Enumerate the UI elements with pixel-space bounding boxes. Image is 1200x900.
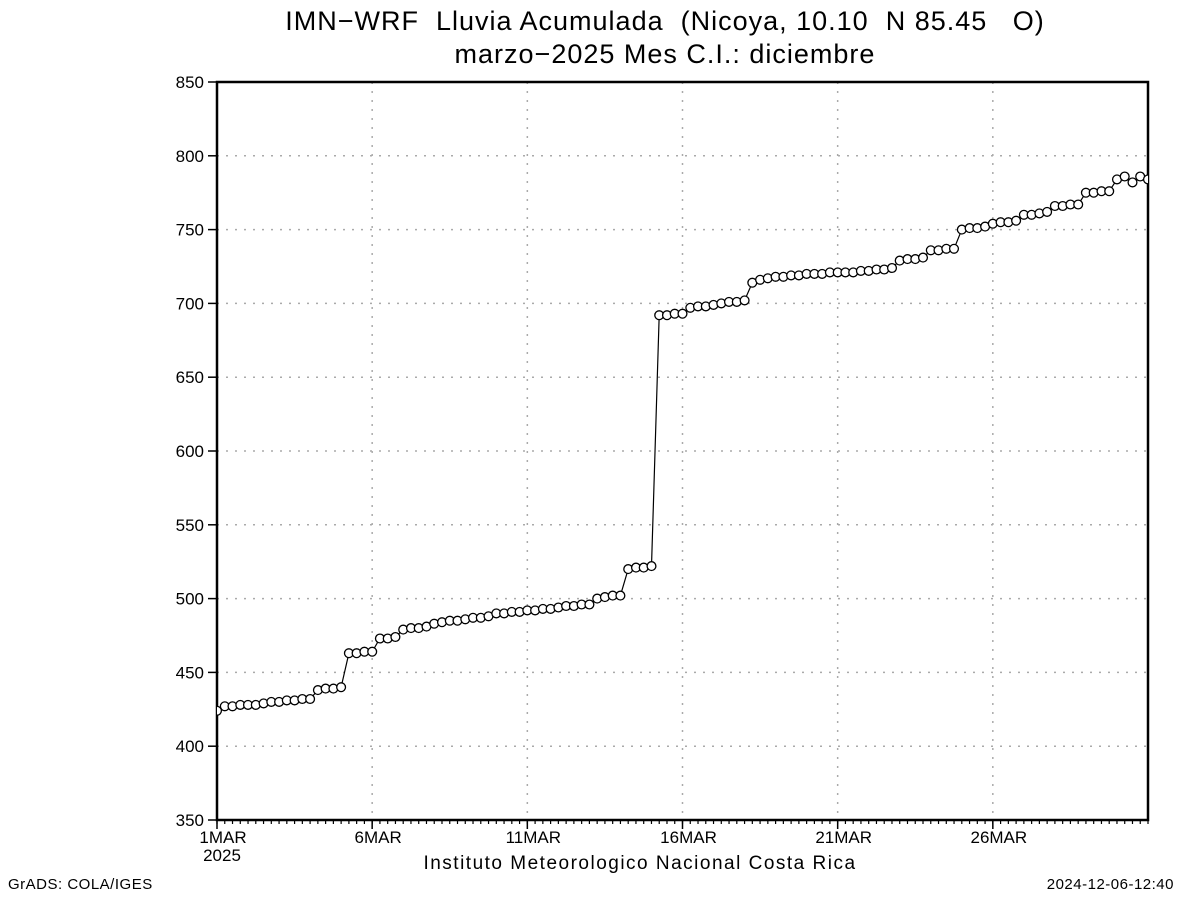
x-tick-label: 1MAR xyxy=(199,828,246,847)
series-marker xyxy=(305,693,316,705)
series-marker xyxy=(336,682,347,693)
rain-accumulation-series xyxy=(217,171,1148,716)
grads-credit: GrADS: COLA/IGES xyxy=(8,876,153,893)
chart-caption: Instituto Meteorologico Nacional Costa R… xyxy=(423,853,857,874)
series-marker xyxy=(367,646,378,657)
y-tick-label: 650 xyxy=(176,368,204,387)
x-tick-label: 11MAR xyxy=(506,828,561,847)
y-tick-label: 800 xyxy=(176,147,204,166)
y-tick-label: 750 xyxy=(176,221,204,240)
series-marker xyxy=(646,561,657,572)
y-tick-label: 450 xyxy=(176,663,204,682)
axis-labels: 350 400 450 500 550 600 650 700 750 800 850 1MAR 6MA… xyxy=(176,73,1028,865)
x-tick-label: 16MAR xyxy=(660,828,717,847)
gridlines xyxy=(217,82,1148,820)
series-marker xyxy=(217,705,223,716)
y-tick-label: 500 xyxy=(176,590,204,609)
chart-subtitle: marzo−2025 Mes C.I.: diciembre xyxy=(454,39,876,69)
x-tick-label: 6MAR xyxy=(355,828,402,847)
series-marker xyxy=(1073,199,1084,210)
series-marker xyxy=(615,590,626,601)
series-marker xyxy=(1119,171,1130,182)
y-tick-label: 350 xyxy=(176,811,204,830)
y-tick-label: 400 xyxy=(176,737,204,756)
series-marker xyxy=(917,252,929,263)
series-marker xyxy=(1142,174,1148,185)
axis-ticks xyxy=(208,81,1149,829)
y-tick-label: 550 xyxy=(176,516,204,535)
series-marker xyxy=(390,631,401,643)
x-tick-label: 26MAR xyxy=(970,828,1027,847)
series-marker xyxy=(886,262,898,274)
y-tick-label: 700 xyxy=(176,294,204,313)
y-tick-label: 850 xyxy=(176,73,204,92)
series-marker xyxy=(739,295,750,306)
series-marker xyxy=(677,308,688,319)
series-marker xyxy=(1042,206,1053,217)
y-tick-label: 600 xyxy=(176,442,204,461)
x-axis-year-label: 2025 xyxy=(203,846,241,865)
plot-frame xyxy=(215,80,1150,822)
series-marker xyxy=(1011,215,1022,226)
series-marker xyxy=(948,243,960,254)
generation-timestamp: 2024-12-06-12:40 xyxy=(1046,876,1174,893)
series-marker xyxy=(1104,186,1115,197)
chart-title: IMN−WRF Lluvia Acumulada (Nicoya, 10.10 … xyxy=(285,6,1045,36)
series-marker xyxy=(1127,177,1138,188)
series-marker xyxy=(584,599,595,610)
x-tick-label: 21MAR xyxy=(815,828,872,847)
